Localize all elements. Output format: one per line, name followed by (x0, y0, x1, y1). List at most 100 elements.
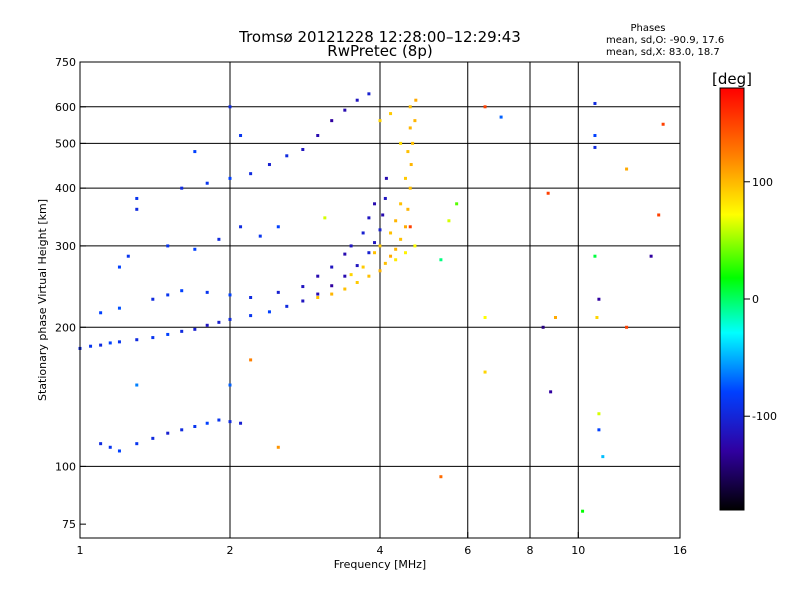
data-points (78, 92, 665, 513)
data-point-scattered (593, 254, 597, 258)
y-tick-label: 500 (55, 137, 76, 150)
colorbar-tick-label: 100 (752, 176, 773, 189)
phase-stats-title: Phases (630, 23, 665, 34)
data-point-x (383, 261, 387, 265)
data-point-o (180, 329, 184, 333)
data-point-x (414, 98, 418, 102)
data-point-x (625, 167, 629, 171)
y-tick-label: 200 (55, 321, 76, 334)
x-tick-label: 1 (77, 544, 84, 557)
data-point-x (389, 254, 393, 258)
data-point-x (361, 265, 365, 269)
y-tick-label: 400 (55, 182, 76, 195)
data-point-x (399, 141, 403, 145)
data-point-o (135, 442, 139, 446)
data-point-x (330, 292, 334, 296)
data-point-o (330, 284, 334, 288)
data-point-o (361, 231, 365, 235)
data-point-o (135, 207, 139, 211)
data-point-o (99, 311, 103, 315)
data-point-o (228, 383, 232, 387)
data-point-scattered (595, 315, 599, 319)
data-point-scattered (597, 428, 601, 432)
data-point-o (180, 289, 184, 293)
data-point-o (135, 196, 139, 200)
data-point-x (378, 269, 382, 273)
data-point-x (406, 207, 410, 211)
data-point-o (378, 228, 382, 232)
data-point-o (205, 290, 209, 294)
x-tick-label: 2 (227, 544, 234, 557)
x-tick-label: 16 (673, 544, 687, 557)
data-point-o (267, 310, 271, 314)
data-point-o (228, 293, 232, 297)
data-point-x (349, 273, 353, 277)
data-point-o (343, 252, 347, 256)
x-tick-label: 4 (377, 544, 384, 557)
data-point-x (408, 105, 412, 109)
x-tick-label: 6 (464, 544, 471, 557)
data-point-scattered (483, 315, 487, 319)
data-point-x (316, 296, 320, 300)
data-point-x (403, 225, 407, 229)
chart-subtitle: RwPretec (8p) (327, 42, 432, 60)
data-point-o (285, 304, 289, 308)
data-point-x (399, 202, 403, 206)
data-point-o (316, 274, 320, 278)
data-point-scattered (649, 254, 653, 258)
data-point-x (408, 225, 412, 229)
data-point-o (193, 150, 197, 154)
colorbar (719, 87, 745, 511)
data-point-o (166, 332, 170, 336)
data-point-o (135, 338, 139, 342)
data-point-o (193, 247, 197, 251)
grid (80, 62, 680, 538)
data-point-o (166, 244, 170, 248)
data-point-o (355, 264, 359, 268)
data-point-x (661, 122, 665, 126)
y-tick-label: 75 (62, 518, 76, 531)
data-point-o (117, 265, 121, 269)
data-point-o (239, 134, 243, 138)
data-point-o (301, 299, 305, 303)
data-point-o (126, 254, 130, 258)
data-point-x (408, 186, 412, 190)
data-point-o (267, 163, 271, 167)
colorbar-label: [deg] (712, 70, 752, 88)
data-point-o (180, 428, 184, 432)
data-point-x (355, 281, 359, 285)
data-point-o (228, 105, 232, 109)
y-tick-label: 100 (55, 460, 76, 473)
data-point-o (117, 340, 121, 344)
data-point-scattered (483, 370, 487, 374)
data-point-scattered (581, 509, 585, 513)
data-point-scattered (541, 325, 545, 329)
data-point-o (258, 234, 262, 238)
data-point-o (330, 119, 334, 123)
data-point-scattered (549, 390, 553, 394)
data-point-scattered (439, 258, 443, 262)
phase-stats-o: mean, sd,O: -90.9, 17.6 (606, 35, 724, 46)
x-tick-label: 8 (527, 544, 534, 557)
data-point-x (394, 247, 398, 251)
data-point-o (99, 343, 103, 347)
data-point-o (349, 244, 353, 248)
data-point-x (399, 237, 403, 241)
data-point-o (276, 290, 280, 294)
data-point-x (343, 287, 347, 291)
data-point-o (117, 449, 121, 453)
data-point-o (239, 225, 243, 229)
data-point-scattered (593, 101, 597, 105)
data-point-x (389, 231, 393, 235)
data-point-o (151, 436, 155, 440)
data-point-o (384, 176, 388, 180)
x-tick-label: 10 (571, 544, 585, 557)
data-point-o (373, 202, 377, 206)
data-point-x (378, 119, 382, 123)
data-point-o (108, 341, 112, 345)
data-point-x (409, 163, 413, 167)
data-point-o (285, 154, 289, 158)
data-point-o (239, 421, 243, 425)
data-point-o (383, 196, 387, 200)
data-point-o (228, 176, 232, 180)
